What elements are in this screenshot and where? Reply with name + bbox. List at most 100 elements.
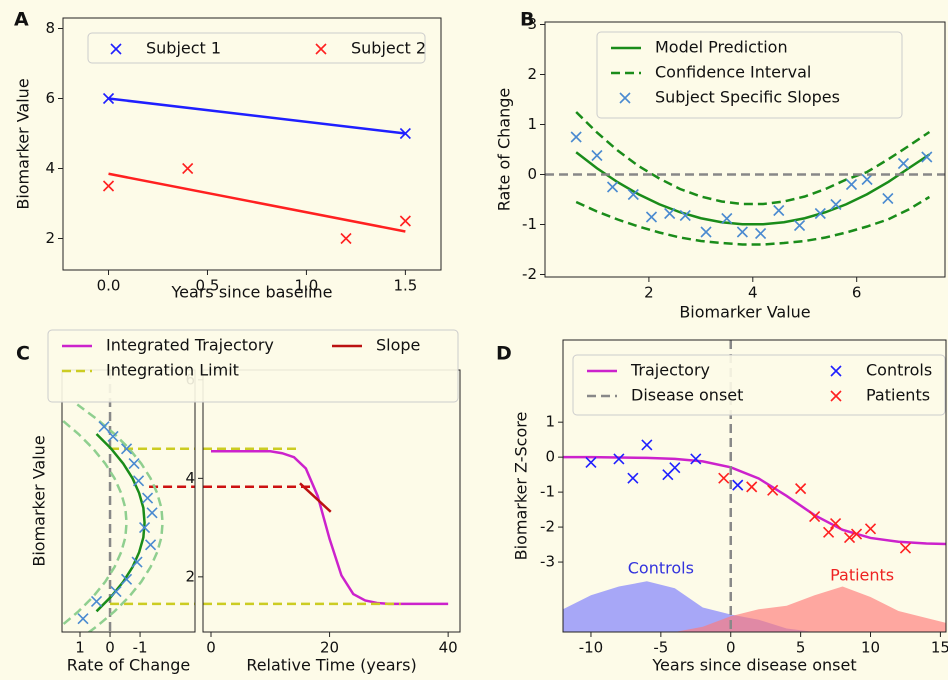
x-tick-label: 40 [439, 639, 458, 657]
legend-marker [110, 43, 122, 55]
legend: Model Prediction Confidence Interval Subje… [596, 31, 903, 119]
x-tick-label: 1 [75, 639, 85, 657]
point [793, 219, 806, 232]
x-tick-label: 15 [931, 639, 948, 657]
panel-letter: B [520, 9, 534, 31]
y-axis-label: Biomarker Value [30, 435, 49, 566]
y-tick-label: 1 [545, 413, 555, 431]
x-axis-label: Relative Time (years) [246, 656, 416, 675]
legend-marker [830, 390, 842, 402]
point [823, 526, 835, 538]
x-tick-label: 0 [105, 639, 115, 657]
x-axis-label: Years since baseline [171, 283, 333, 302]
x-tick-label: 6 [852, 284, 862, 302]
y-tick-label: -2 [522, 265, 537, 283]
point [830, 198, 842, 211]
point [767, 484, 779, 496]
panel-letter: A [14, 9, 29, 31]
point [755, 227, 767, 240]
y-tick-label: 2 [527, 65, 537, 83]
point [645, 211, 658, 223]
point [132, 475, 145, 487]
point [399, 127, 411, 140]
x-axis-label: Rate of Change [67, 656, 191, 675]
line [76, 403, 164, 632]
legend-marker [619, 92, 631, 104]
point [399, 215, 411, 227]
point [606, 181, 619, 193]
legend-label: Confidence Interval [655, 63, 811, 82]
legend: Trajectory Disease onset Controls Patients [572, 354, 946, 416]
y-tick-label: 2 [45, 229, 55, 247]
point [141, 492, 154, 504]
annotation: Controls [628, 559, 694, 578]
point [120, 573, 133, 585]
line [108, 97, 406, 135]
y-tick-label: 6 [45, 89, 55, 107]
point [864, 523, 877, 535]
x-tick-label: 2 [644, 284, 654, 302]
x-tick-label: 10 [861, 639, 880, 657]
y-tick-label: 8 [45, 19, 55, 37]
x-axis-label: Biomarker Value [679, 303, 810, 322]
point [570, 131, 582, 143]
x-tick-label: -5 [653, 639, 668, 657]
line [211, 450, 449, 606]
point [182, 162, 194, 175]
axes-frame [62, 17, 442, 271]
point [773, 204, 785, 217]
x-tick-label: 5 [796, 639, 806, 657]
plot-area [62, 370, 195, 632]
x-tick-label: -1 [133, 639, 148, 657]
y-tick-label: -3 [540, 553, 555, 571]
legend-box [596, 31, 903, 119]
point [107, 430, 119, 443]
point [120, 443, 133, 455]
legend: Integrated Trajectory Integration Limit Sl… [47, 329, 459, 403]
point [110, 586, 122, 598]
legend-marker [315, 43, 327, 55]
point [830, 518, 842, 530]
annotation: Patients [830, 566, 894, 585]
legend-label: Subject 2 [351, 39, 426, 58]
point [145, 539, 157, 551]
x-tick-label: 0 [726, 639, 736, 657]
point [613, 453, 625, 465]
plot-area [563, 340, 946, 632]
line [299, 482, 332, 513]
legend-label: Trajectory [630, 361, 710, 380]
point [138, 522, 151, 534]
x-tick-label: 0 [206, 639, 216, 657]
point [131, 556, 143, 568]
panel-letter: C [16, 343, 30, 365]
y-axis-label: Biomarker Z-Score [512, 412, 531, 561]
y-tick-label: 1 [527, 115, 537, 133]
axes-frame [544, 21, 946, 278]
x-axis-label: Years since disease onset [651, 656, 856, 675]
point [899, 542, 912, 554]
x-tick-label: 0.5 [196, 277, 220, 295]
panel-letter: D [496, 343, 512, 365]
legend-label: Subject Specific Slopes [655, 88, 840, 107]
x-tick-label: 1.0 [294, 277, 318, 295]
point [721, 212, 733, 225]
legend-box [47, 329, 459, 403]
point [128, 458, 140, 470]
point [814, 207, 826, 220]
legend-marker [830, 365, 842, 377]
point [146, 507, 158, 519]
y-tick-label: -1 [540, 483, 555, 501]
point [98, 421, 110, 433]
legend-label: Integration Limit [106, 361, 239, 380]
y-tick-label: 3 [527, 15, 537, 33]
point [669, 462, 681, 474]
x-tick-label: 0.0 [97, 277, 121, 295]
plot-area [545, 111, 945, 246]
legend-label: Slope [376, 336, 420, 355]
x-tick-label: 1.5 [393, 277, 417, 295]
point [679, 209, 691, 222]
point [690, 453, 702, 465]
line [108, 172, 406, 233]
point [795, 483, 807, 495]
